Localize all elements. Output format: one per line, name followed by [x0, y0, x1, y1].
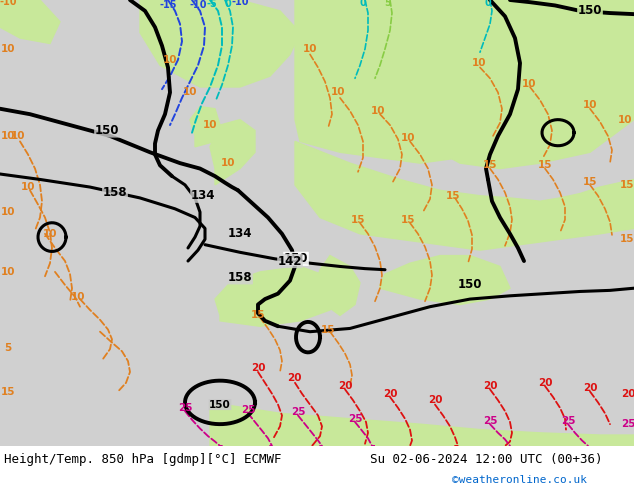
Polygon shape [210, 120, 255, 185]
Text: 10: 10 [11, 131, 25, 141]
Polygon shape [0, 0, 60, 44]
Text: 15: 15 [583, 176, 597, 187]
Text: 15: 15 [321, 324, 335, 335]
Polygon shape [420, 0, 634, 169]
Text: 10: 10 [1, 131, 15, 141]
Polygon shape [140, 0, 300, 87]
Text: 10: 10 [1, 267, 15, 277]
Text: 20: 20 [583, 383, 597, 393]
Text: 25: 25 [241, 405, 256, 415]
Text: 25: 25 [560, 416, 575, 426]
Polygon shape [295, 142, 634, 250]
Text: 25: 25 [621, 419, 634, 429]
Text: 10: 10 [42, 229, 57, 239]
Polygon shape [215, 267, 340, 326]
Text: 158: 158 [103, 186, 127, 199]
Text: 0: 0 [484, 0, 491, 8]
Text: 20: 20 [621, 389, 634, 399]
Text: 15: 15 [251, 310, 265, 320]
Text: 5: 5 [4, 343, 11, 353]
Text: 134: 134 [228, 227, 252, 240]
Text: 134: 134 [191, 189, 216, 202]
Text: 15: 15 [1, 387, 15, 396]
Text: 142: 142 [278, 254, 302, 268]
Text: 10: 10 [401, 133, 415, 143]
Text: 0: 0 [224, 0, 231, 9]
Text: 158: 158 [228, 271, 252, 284]
Text: 15: 15 [538, 160, 552, 171]
Text: 20: 20 [338, 381, 353, 391]
Text: 10: 10 [1, 207, 15, 217]
Text: 10: 10 [303, 44, 317, 54]
Text: 15: 15 [482, 160, 497, 171]
Polygon shape [380, 256, 510, 304]
Text: Height/Temp. 850 hPa [gdmp][°C] ECMWF: Height/Temp. 850 hPa [gdmp][°C] ECMWF [4, 453, 281, 466]
Text: 10: 10 [371, 106, 385, 116]
Text: 10: 10 [203, 120, 217, 130]
Text: 20: 20 [538, 378, 552, 388]
Text: 10: 10 [583, 100, 597, 110]
Text: 25: 25 [482, 416, 497, 426]
Text: -10: -10 [190, 0, 207, 10]
Text: 10: 10 [618, 115, 632, 124]
Text: 25: 25 [291, 407, 305, 417]
Text: 20: 20 [482, 381, 497, 391]
Text: 10: 10 [331, 87, 346, 98]
Text: -5: -5 [207, 0, 217, 9]
Text: 25: 25 [178, 403, 192, 413]
Polygon shape [315, 256, 360, 316]
Text: 150: 150 [284, 252, 308, 266]
Text: 150: 150 [94, 124, 119, 137]
Text: 0: 0 [359, 0, 366, 8]
Text: ©weatheronline.co.uk: ©weatheronline.co.uk [452, 475, 587, 485]
Polygon shape [295, 0, 634, 163]
Text: 5: 5 [385, 0, 391, 8]
Text: 10: 10 [21, 182, 36, 192]
Text: 25: 25 [348, 414, 362, 424]
Text: 15: 15 [620, 180, 634, 190]
Text: 15: 15 [446, 191, 460, 201]
Text: 15: 15 [401, 215, 415, 225]
Text: 10: 10 [163, 55, 178, 65]
Text: 20: 20 [251, 363, 265, 372]
Text: 20: 20 [383, 389, 398, 399]
Text: 10: 10 [221, 158, 235, 168]
Text: 150: 150 [458, 278, 482, 292]
Text: -10: -10 [231, 0, 249, 7]
Text: 10: 10 [183, 87, 197, 98]
Text: 20: 20 [428, 395, 443, 405]
Text: 10: 10 [71, 292, 85, 302]
Text: -10: -10 [0, 0, 16, 7]
Text: 10: 10 [522, 79, 536, 89]
Text: 150: 150 [209, 399, 231, 410]
Text: 150: 150 [578, 4, 602, 17]
Text: -15: -15 [159, 0, 177, 10]
Text: 15: 15 [620, 234, 634, 244]
Polygon shape [210, 402, 634, 446]
Text: Su 02-06-2024 12:00 UTC (00+36): Su 02-06-2024 12:00 UTC (00+36) [370, 453, 602, 466]
Text: 10: 10 [1, 44, 15, 54]
Text: 20: 20 [287, 373, 301, 384]
Text: 10: 10 [472, 58, 486, 68]
Polygon shape [190, 107, 220, 147]
Text: 15: 15 [351, 215, 365, 225]
